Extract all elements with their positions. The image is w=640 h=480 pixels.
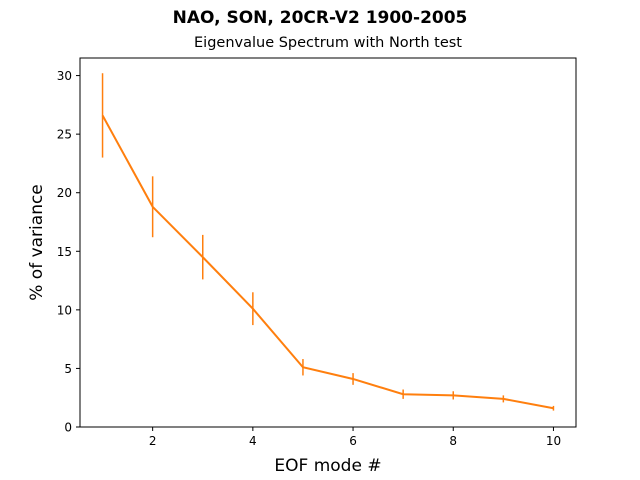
x-tick-label: 10 — [546, 434, 561, 448]
y-tick-label: 10 — [57, 303, 72, 317]
y-tick-label: 20 — [57, 186, 72, 200]
axes-frame — [79, 57, 577, 428]
y-tick-label: 25 — [57, 128, 72, 142]
y-tick-label: 15 — [57, 245, 72, 259]
plot-area — [101, 73, 555, 411]
axes: 2 4 6 8 10 0 5 10 15 20 25 30 — [57, 69, 561, 448]
x-tick-label: 2 — [149, 434, 157, 448]
y-tick-label: 5 — [64, 362, 72, 376]
y-axis-label: % of variance — [27, 184, 47, 301]
x-tick-label: 6 — [349, 434, 357, 448]
x-axis-label: EOF mode # — [274, 456, 381, 476]
x-tick-label: 8 — [449, 434, 457, 448]
chart-subtitle: Eigenvalue Spectrum with North test — [194, 35, 462, 51]
y-tick-label: 0 — [64, 421, 72, 435]
x-tick-label: 4 — [249, 434, 257, 448]
chart-title: NAO, SON, 20CR-V2 1900-2005 — [172, 8, 468, 28]
y-tick-label: 30 — [57, 69, 72, 83]
series-line — [101, 114, 554, 410]
